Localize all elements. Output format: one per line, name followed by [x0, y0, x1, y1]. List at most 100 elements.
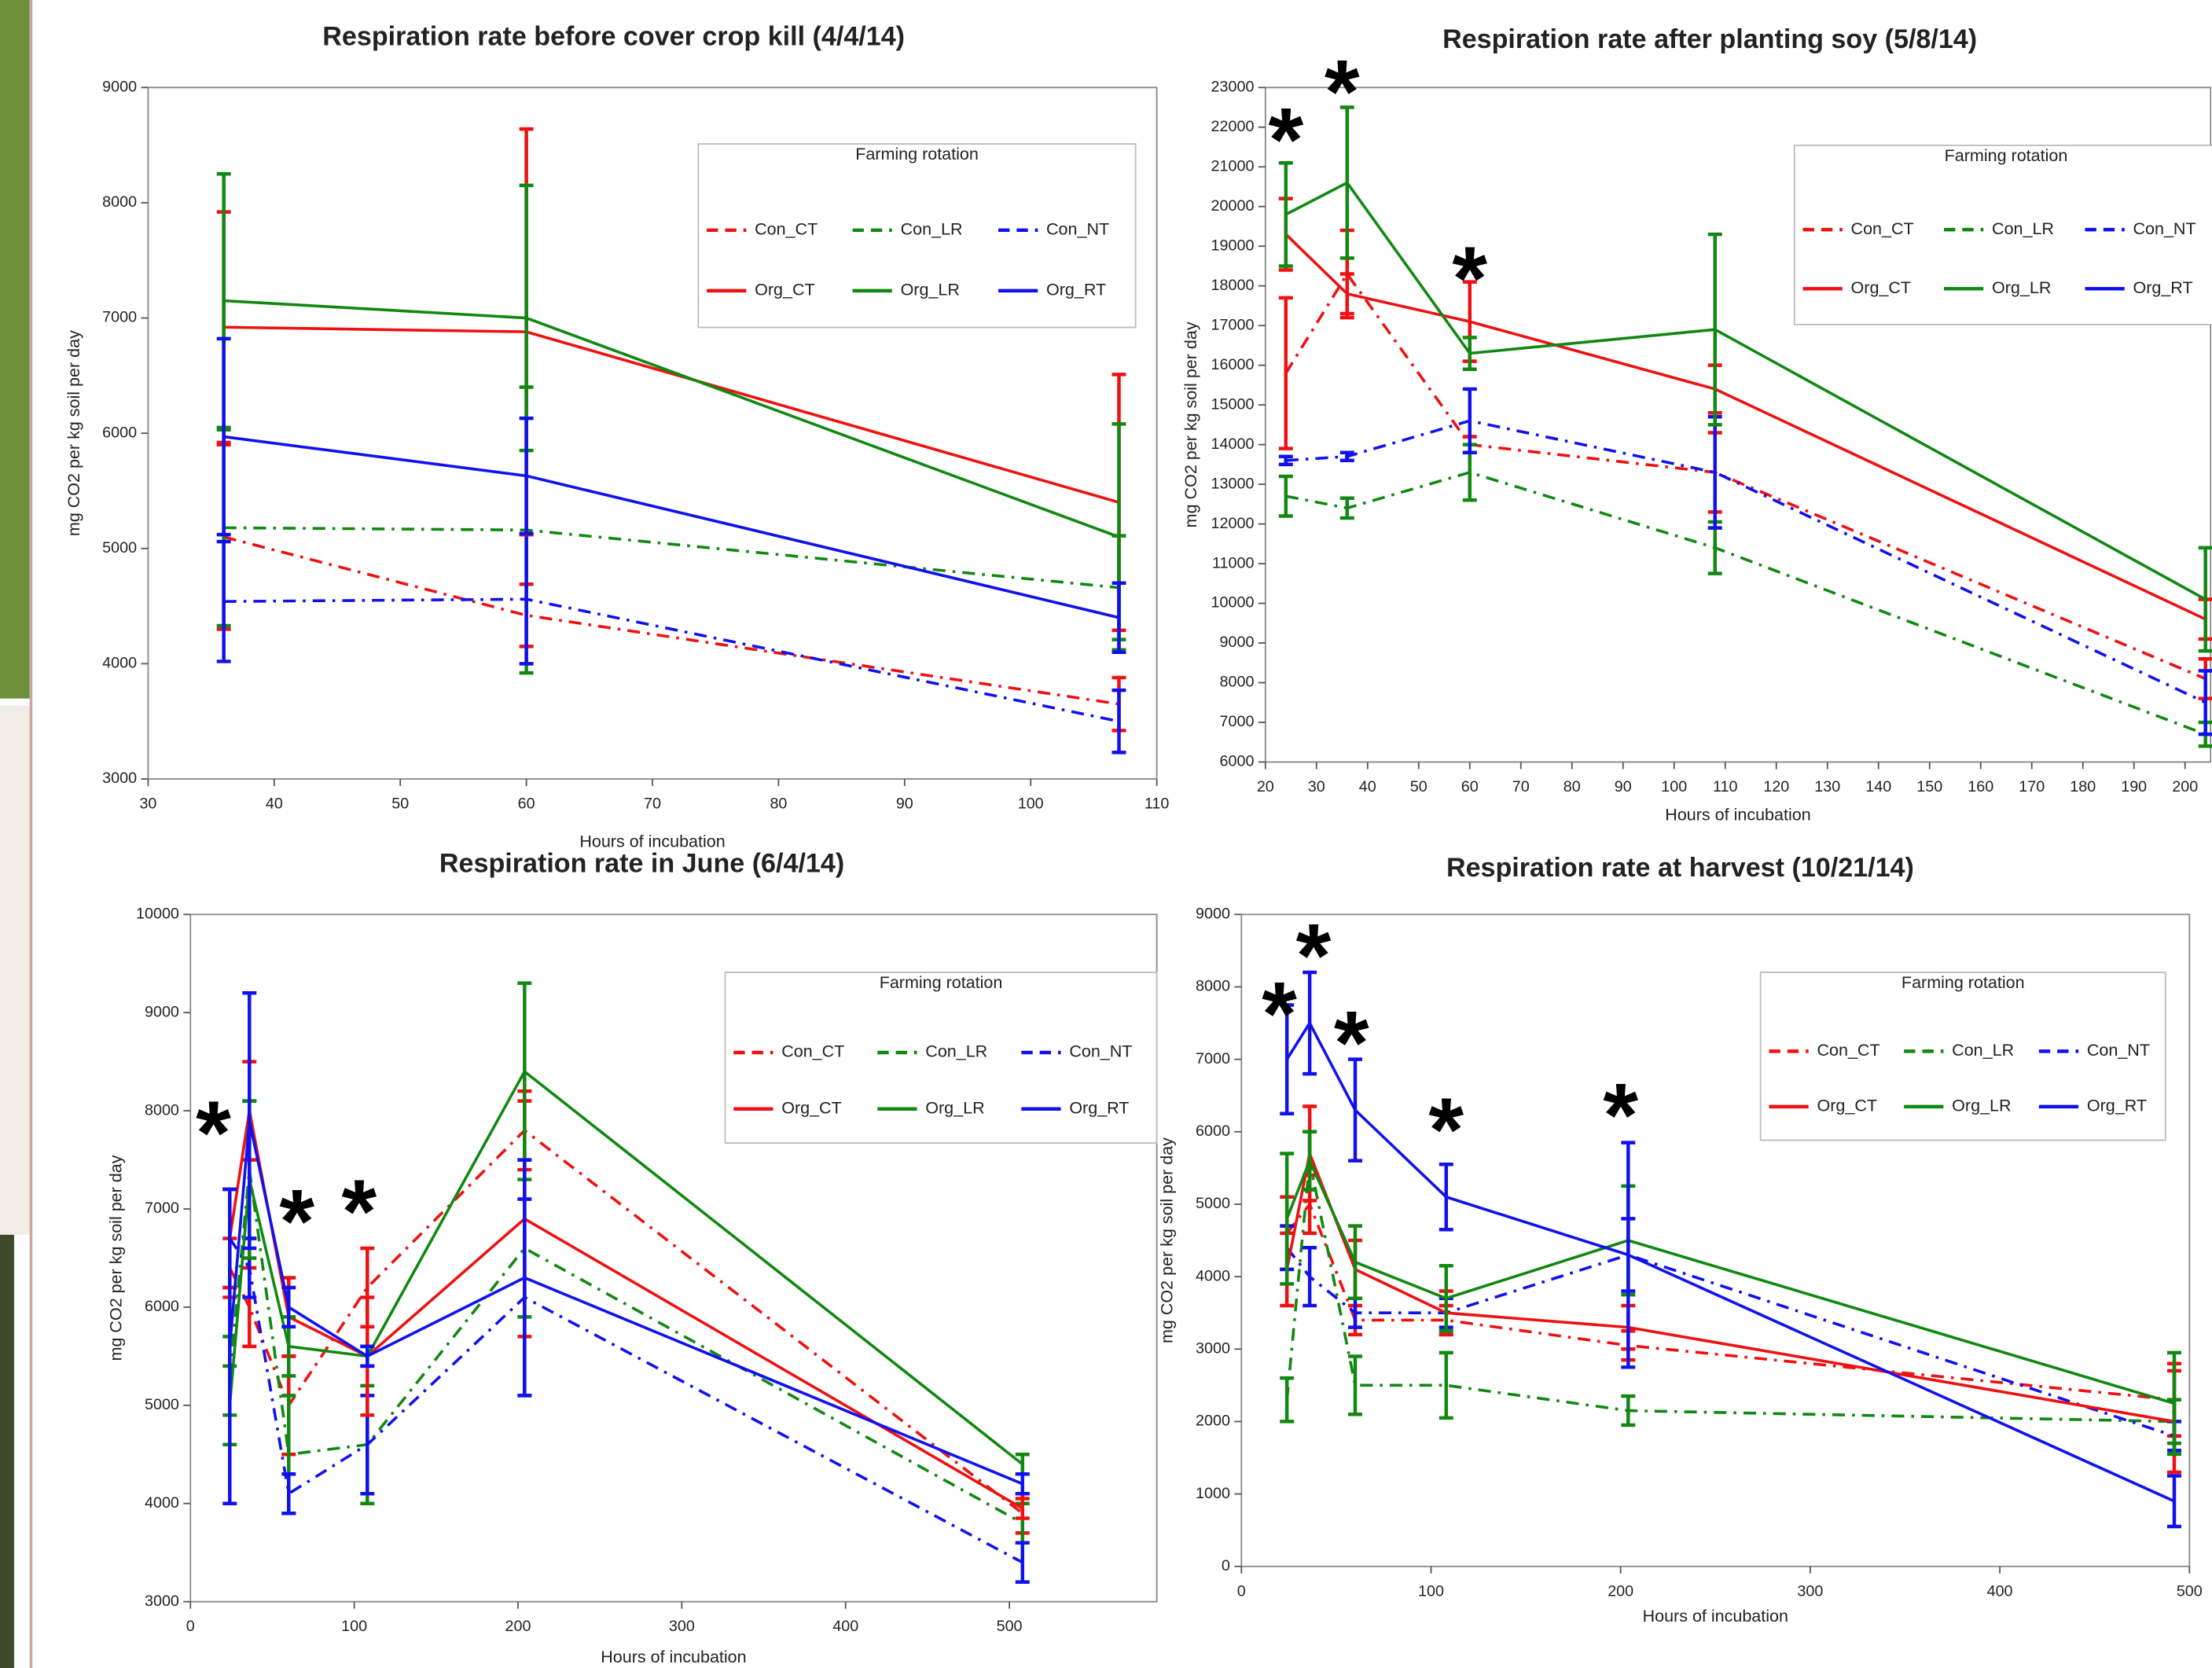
legend-label: Org_RT [1069, 1098, 1129, 1117]
legend-label: Con_NT [2133, 219, 2195, 238]
legend-label: Con_NT [1046, 219, 1109, 238]
y-axis-label: mg CO2 per kg soil per day [107, 1155, 126, 1361]
y-tick-label: 17000 [1211, 316, 1255, 333]
x-tick-label: 500 [997, 1618, 1023, 1635]
error-bar [1462, 387, 1477, 454]
error-bar [519, 416, 534, 535]
legend-label: Org_LR [1952, 1097, 2011, 1115]
y-tick-label: 4000 [1196, 1267, 1230, 1284]
x-tick-label: 200 [2172, 778, 2198, 795]
y-tick-label: 10000 [1211, 594, 1255, 612]
photo-strip [0, 1234, 14, 1668]
legend-title: Farming rotation [1902, 973, 2025, 992]
error-bar [1462, 336, 1477, 371]
x-tick-label: 160 [1968, 778, 1993, 795]
error-bar [2198, 669, 2212, 737]
y-tick-label: 7000 [1220, 713, 1255, 730]
legend-label: Con_LR [1952, 1041, 2014, 1060]
legend-label: Con_LR [1992, 219, 2054, 238]
y-tick-label: 12000 [1211, 515, 1255, 532]
legend-label: Org_RT [2087, 1097, 2147, 1115]
y-tick-label: 4000 [102, 655, 137, 672]
photo-strip [0, 705, 30, 1235]
annotation: * [342, 1162, 377, 1262]
legend-label: Org_CT [781, 1098, 842, 1117]
error-bar [1439, 1163, 1453, 1232]
y-tick-label: 5000 [1196, 1195, 1230, 1212]
x-tick-label: 30 [1308, 778, 1325, 795]
x-tick-label: 80 [770, 795, 787, 813]
error-bar [1621, 1141, 1636, 1369]
error-bar [517, 1158, 532, 1398]
x-tick-label: 0 [186, 1618, 195, 1635]
x-tick-label: 130 [1814, 778, 1840, 795]
x-tick-label: 120 [1763, 778, 1789, 795]
y-tick-label: 8000 [102, 193, 137, 211]
annotation: * [1325, 42, 1360, 143]
error-bar [1280, 1152, 1295, 1286]
y-tick-label: 3000 [1196, 1339, 1230, 1357]
legend-label: Org_LR [901, 281, 960, 299]
x-tick-label: 400 [1987, 1582, 2013, 1600]
x-tick-label: 200 [1608, 1582, 1633, 1600]
annotation: * [196, 1083, 231, 1184]
error-bar [1339, 272, 1354, 316]
series-line [1285, 1201, 2175, 1402]
x-axis-label: Hours of incubation [601, 1648, 746, 1666]
error-bar [216, 336, 231, 537]
x-tick-label: 100 [1018, 795, 1044, 813]
y-tick-label: 13000 [1211, 475, 1255, 492]
error-bar [1439, 1264, 1453, 1333]
x-tick-label: 60 [518, 795, 535, 813]
x-tick-label: 190 [2121, 778, 2147, 795]
x-tick-label: 90 [1615, 778, 1632, 795]
chart-title: Respiration rate before cover crop kill … [322, 21, 905, 51]
legend-label: Org_CT [1817, 1097, 1878, 1115]
x-tick-label: 40 [1359, 778, 1376, 795]
legend-label: Con_NT [2087, 1041, 2150, 1060]
x-tick-label: 500 [2177, 1582, 2203, 1600]
legend-box [697, 143, 1137, 329]
y-tick-label: 2000 [1196, 1413, 1230, 1430]
legend-title: Farming rotation [1945, 146, 2068, 165]
error-bar [1112, 581, 1126, 654]
y-tick-label: 8000 [1220, 674, 1255, 691]
error-bar [1280, 1376, 1295, 1424]
x-tick-label: 90 [896, 795, 913, 813]
legend-label: Con_CT [1817, 1041, 1880, 1060]
legend-label: Con_NT [1069, 1042, 1132, 1061]
error-bar [1015, 1472, 1030, 1496]
error-bar [1278, 474, 1293, 518]
chart-title: Respiration rate after planting soy (5/8… [1442, 24, 1977, 54]
x-tick-label: 180 [2070, 778, 2096, 795]
x-tick-label: 200 [505, 1618, 531, 1635]
y-tick-label: 6000 [102, 424, 137, 441]
x-tick-label: 300 [1797, 1582, 1823, 1600]
annotation: * [1452, 229, 1487, 329]
y-tick-label: 3000 [145, 1593, 179, 1610]
y-tick-label: 3000 [102, 770, 137, 787]
error-bar [1303, 1246, 1317, 1308]
error-bar [1303, 970, 1317, 1076]
error-bar [1112, 688, 1126, 755]
y-axis-label: mg CO2 per kg soil per day [1181, 321, 1200, 527]
error-bar [1707, 232, 1722, 427]
y-tick-label: 6000 [1220, 753, 1255, 770]
x-tick-label: 40 [266, 795, 283, 813]
legend-label: Con_LR [925, 1042, 987, 1061]
error-bar [1339, 496, 1354, 520]
legend-label: Con_CT [1851, 219, 1914, 238]
y-tick-label: 9000 [1220, 634, 1255, 651]
x-tick-label: 140 [1865, 778, 1891, 795]
chart-title: Respiration rate in June (6/4/14) [439, 849, 844, 879]
annotation: * [1296, 906, 1332, 1007]
legend-title: Farming rotation [855, 145, 979, 163]
series-line [1285, 1020, 2175, 1503]
x-tick-label: 60 [1461, 778, 1479, 795]
error-bar [1278, 296, 1293, 450]
y-tick-label: 23000 [1211, 79, 1255, 96]
x-tick-label: 70 [644, 795, 661, 813]
y-tick-label: 18000 [1211, 277, 1255, 294]
error-bar [360, 1344, 375, 1369]
